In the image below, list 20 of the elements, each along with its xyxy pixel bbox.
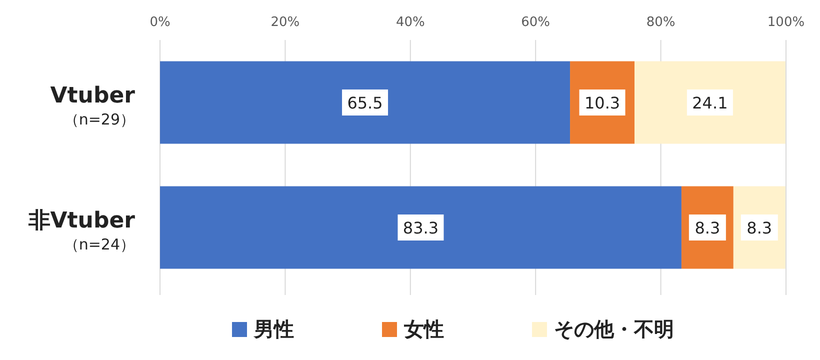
data-label: 65.5	[347, 94, 383, 112]
bar	[160, 61, 570, 144]
data-label: 8.3	[694, 218, 720, 238]
bar	[634, 61, 786, 144]
y-tick-label: Vtuber （n=29）	[50, 84, 136, 128]
data-label: 24.1	[692, 94, 728, 112]
legend-label: 女性	[403, 317, 444, 341]
x-tick-label: 40%	[396, 15, 425, 30]
x-tick-label: 80%	[646, 15, 676, 30]
bar	[160, 186, 682, 269]
x-tick-label: 0%	[150, 15, 170, 30]
legend-label: 男性	[253, 317, 294, 341]
data-label: 10.3	[584, 94, 620, 112]
x-tick-label: 100%	[767, 15, 805, 30]
x-tick-label: 60%	[521, 15, 550, 30]
y-tick-label: 非Vtuber （n=24）	[27, 208, 136, 254]
legend-label: その他・不明	[554, 317, 674, 341]
x-tick-label: 20%	[270, 15, 300, 30]
data-label: 83.3	[402, 218, 439, 238]
data-label: 8.3	[746, 218, 772, 238]
